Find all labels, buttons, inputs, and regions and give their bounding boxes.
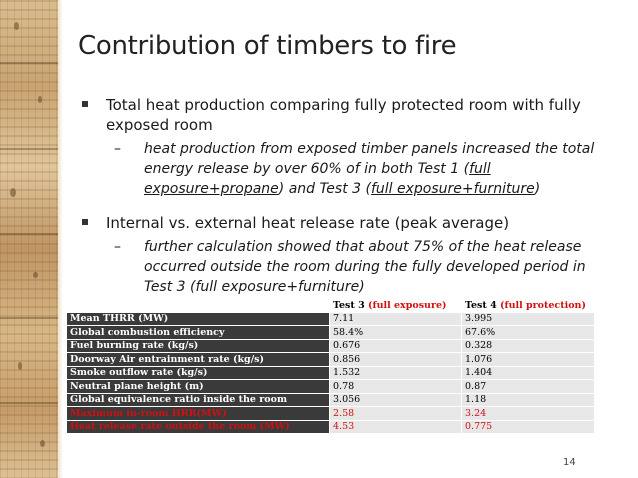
dash-bullet-icon: – <box>114 239 121 255</box>
square-bullet-icon <box>82 219 88 225</box>
table-row: Fuel burning rate (kg/s) 0.676 0.328 <box>66 338 595 353</box>
table-row: Global combustion efficiency 58.4% 67.6% <box>66 325 595 340</box>
test3-value-cell: 4.53 <box>329 419 462 434</box>
row-label-cell: Neutral plane height (m) <box>66 379 330 394</box>
bullet-item: Total heat production comparing fully pr… <box>78 95 618 135</box>
test3-value-cell: 1.532 <box>329 365 462 380</box>
test3-value-cell: 7.11 <box>329 311 462 326</box>
header-note-text: (full protection) <box>500 299 586 311</box>
header-main-text: Test 4 <box>465 299 497 311</box>
wood-knot <box>18 362 22 370</box>
wood-seam <box>0 62 58 64</box>
sub-text-part: ) <box>534 181 541 197</box>
test4-value-cell: 0.87 <box>461 379 595 394</box>
test3-value-cell: 2.58 <box>329 406 462 421</box>
results-table: Test 3 (full exposure) Test 4 (full prot… <box>66 298 595 434</box>
table-row: Doorway Air entrainment rate (kg/s) 0.856… <box>66 352 595 367</box>
wood-knot <box>38 96 42 103</box>
sub-bullet-text: heat production from exposed timber pane… <box>144 141 594 197</box>
dash-bullet-icon: – <box>114 141 121 157</box>
sub-bullet-text: further calculation showed that about 75… <box>144 239 586 295</box>
bullet-text: Internal vs. external heat release rate … <box>106 214 510 232</box>
test4-value-cell: 3.24 <box>461 406 595 421</box>
test4-value-cell: 1.18 <box>461 392 595 407</box>
table-row: Neutral plane height (m) 0.78 0.87 <box>66 379 595 394</box>
wood-knot <box>33 272 38 278</box>
wood-seam <box>0 148 58 150</box>
row-label-cell: Maximum in-room HRR(MW) <box>66 406 330 421</box>
table-body: Mean THRR (MW) 7.11 3.995 Global combustion… <box>66 311 595 434</box>
row-label-cell: Global combustion efficiency <box>66 325 330 340</box>
test4-value-cell: 1.076 <box>461 352 595 367</box>
underlined-text: full exposure+propane <box>144 161 491 197</box>
bullet-list: Total heat production comparing fully pr… <box>78 95 618 297</box>
table-row: Smoke outflow rate (kg/s) 1.532 1.404 <box>66 365 595 380</box>
table-row: Heat release rate outside the room (MW) 4… <box>66 419 595 434</box>
bullet-text: Total heat production comparing fully pr… <box>106 96 581 134</box>
table-header-row: Test 3 (full exposure) Test 4 (full prot… <box>66 298 595 313</box>
wood-seam <box>0 317 58 319</box>
table-row: Maximum in-room HRR(MW) 2.58 3.24 <box>66 406 595 421</box>
row-label-cell: Smoke outflow rate (kg/s) <box>66 365 330 380</box>
sub-text-part: heat production from exposed timber pane… <box>144 141 595 177</box>
header-test3: Test 3 (full exposure) <box>329 298 462 313</box>
header-note-text: (full exposure) <box>368 299 447 311</box>
test3-value-cell: 0.676 <box>329 338 462 353</box>
test4-value-cell: 1.404 <box>461 365 595 380</box>
test3-value-cell: 0.78 <box>329 379 462 394</box>
wood-texture-border <box>0 0 58 478</box>
wood-knot <box>14 22 19 30</box>
wood-knot <box>40 440 45 447</box>
header-test4: Test 4 (full protection) <box>461 298 595 313</box>
test3-value-cell: 0.856 <box>329 352 462 367</box>
underlined-text: full exposure+furniture <box>370 181 535 197</box>
sub-text-part: ) and Test 3 ( <box>278 181 371 197</box>
row-label-cell: Mean THRR (MW) <box>66 311 330 326</box>
bullet-item: Internal vs. external heat release rate … <box>78 213 618 233</box>
row-label-cell: Global equivalence ratio inside the room <box>66 392 330 407</box>
test4-value-cell: 0.328 <box>461 338 595 353</box>
wood-knot <box>10 188 16 197</box>
row-label-cell: Doorway Air entrainment rate (kg/s) <box>66 352 330 367</box>
table-row: Global equivalence ratio inside the room… <box>66 392 595 407</box>
header-blank-cell <box>66 298 330 313</box>
table-row: Mean THRR (MW) 7.11 3.995 <box>66 311 595 326</box>
test4-value-cell: 0.775 <box>461 419 595 434</box>
test3-value-cell: 58.4% <box>329 325 462 340</box>
sub-bullet-item: – further calculation showed that about … <box>78 237 618 297</box>
test3-value-cell: 3.056 <box>329 392 462 407</box>
test4-value-cell: 67.6% <box>461 325 595 340</box>
wood-edge <box>58 0 63 478</box>
wood-seam <box>0 233 58 235</box>
slide-title: Contribution of timbers to fire <box>78 31 457 61</box>
row-label-cell: Heat release rate outside the room (MW) <box>66 419 330 434</box>
page-number: 14 <box>563 457 576 468</box>
sub-bullet-item: – heat production from exposed timber pa… <box>78 139 618 199</box>
header-main-text: Test 3 <box>333 299 365 311</box>
square-bullet-icon <box>82 101 88 107</box>
wood-seam <box>0 402 58 404</box>
row-label-cell: Fuel burning rate (kg/s) <box>66 338 330 353</box>
test4-value-cell: 3.995 <box>461 311 595 326</box>
